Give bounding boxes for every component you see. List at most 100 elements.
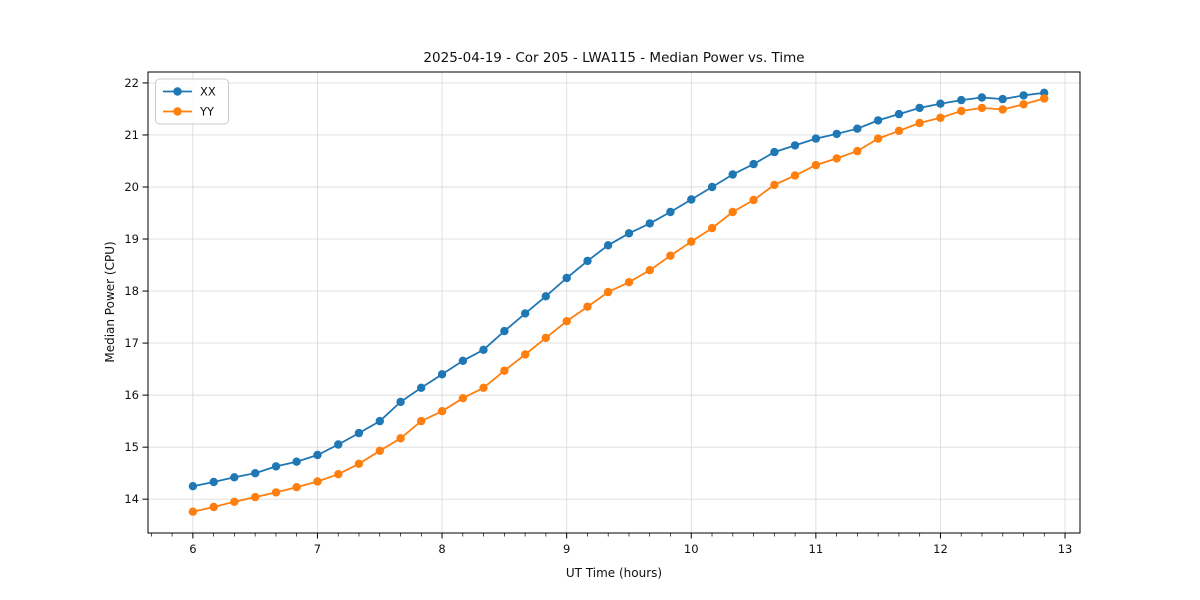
series-yy-marker xyxy=(915,118,924,128)
series-xx-marker xyxy=(728,170,737,179)
data-series xyxy=(188,88,1049,516)
series-yy-marker xyxy=(334,470,343,479)
y-tick-label: 14 xyxy=(124,492,139,506)
x-tick-label: 12 xyxy=(933,542,948,556)
series-yy-marker xyxy=(832,154,841,163)
y-tick-label: 20 xyxy=(124,180,139,194)
series-yy-marker xyxy=(396,434,405,443)
series-xx-marker xyxy=(521,309,530,318)
series-xx-marker xyxy=(541,292,550,301)
series-xx-marker xyxy=(271,462,281,471)
y-axis-label: Median Power (CPU) xyxy=(103,241,117,362)
series-yy-marker xyxy=(479,383,488,392)
series-yy-marker xyxy=(873,134,883,143)
series-yy-marker xyxy=(230,497,239,506)
series-yy-marker xyxy=(541,333,550,343)
series-xx-marker xyxy=(417,383,426,392)
x-tick-label: 7 xyxy=(314,542,321,556)
series-yy-marker xyxy=(687,237,696,246)
series-xx-marker xyxy=(853,124,862,133)
series-xx-marker xyxy=(230,473,239,482)
series-xx-marker xyxy=(873,116,883,125)
y-tick-label: 17 xyxy=(124,336,139,350)
x-tick-label: 6 xyxy=(189,542,196,556)
series-yy-marker xyxy=(998,105,1007,114)
x-tick-label: 13 xyxy=(1058,542,1073,556)
gridlines xyxy=(148,72,1080,533)
series-yy-marker xyxy=(1040,94,1049,103)
series-yy-marker xyxy=(209,502,218,512)
x-tick-label: 8 xyxy=(438,542,445,556)
y-tick-label: 15 xyxy=(124,440,139,454)
series-yy-marker xyxy=(790,171,800,180)
series-xx-marker xyxy=(603,241,613,250)
series-xx-marker xyxy=(749,159,758,169)
series-yy-marker xyxy=(313,477,322,486)
x-tick-label: 9 xyxy=(563,542,570,556)
series-xx-marker xyxy=(687,195,696,204)
series-yy-marker xyxy=(977,103,987,113)
series-xx-marker xyxy=(500,326,509,336)
series-xx-marker xyxy=(936,99,945,108)
series-xx-marker xyxy=(790,141,800,150)
series-xx-marker xyxy=(479,345,488,354)
series-xx-marker xyxy=(375,416,384,426)
series-xx-marker xyxy=(209,477,218,487)
series-yy-marker xyxy=(645,266,654,275)
series-xx-markers xyxy=(188,88,1049,491)
legend-box xyxy=(155,78,229,125)
series-xx-marker xyxy=(188,482,198,491)
series-yy-marker xyxy=(583,302,592,311)
series-xx-marker xyxy=(313,450,322,460)
series-yy-marker xyxy=(957,106,966,116)
series-yy-marker xyxy=(375,446,384,455)
series-xx-marker xyxy=(832,129,841,139)
series-yy-marker xyxy=(292,483,301,492)
series-xx-marker xyxy=(811,134,821,143)
legend-marker-yy xyxy=(173,107,182,116)
series-yy-marker xyxy=(1019,100,1028,109)
series-xx-marker xyxy=(770,147,779,157)
series-xx-marker xyxy=(1019,91,1028,100)
series-yy-marker xyxy=(500,366,509,375)
axis-ticks: 6 7 8 9 10 11 12 13 14 15 16 17 18 19 20 21 22 xyxy=(124,76,1072,556)
series-yy-marker xyxy=(271,488,281,497)
series-xx-marker xyxy=(583,256,592,266)
series-xx-marker xyxy=(977,93,987,102)
series-yy-marker xyxy=(188,507,198,516)
series-xx-marker xyxy=(334,440,343,449)
series-yy-marker xyxy=(666,251,675,260)
y-tick-label: 16 xyxy=(124,388,139,402)
series-xx-marker xyxy=(458,356,468,365)
series-xx-marker xyxy=(562,273,571,283)
series-yy-marker xyxy=(624,278,634,287)
y-tick-label: 18 xyxy=(124,284,139,298)
series-xx-marker xyxy=(894,109,904,119)
series-yy-marker xyxy=(458,394,468,403)
chart-title: 2025-04-19 - Cor 205 - LWA115 - Median P… xyxy=(423,50,804,66)
series-xx-marker xyxy=(437,370,447,379)
series-xx-marker xyxy=(666,207,675,217)
series-yy-marker xyxy=(251,492,260,502)
series-xx-marker xyxy=(292,457,301,466)
series-xx-marker xyxy=(251,469,260,478)
series-xx-marker xyxy=(915,103,924,113)
y-tick-label: 22 xyxy=(124,76,139,90)
series-yy-marker xyxy=(562,317,571,326)
legend-label-yy: YY xyxy=(199,105,215,119)
plot-area-border xyxy=(147,71,1081,534)
y-tick-label: 21 xyxy=(124,128,139,142)
y-tick-label: 19 xyxy=(124,232,139,246)
series-yy-markers xyxy=(188,94,1049,516)
series-yy-marker xyxy=(354,459,364,468)
series-yy-marker xyxy=(417,416,426,426)
series-yy-marker xyxy=(728,207,737,217)
series-xx-marker xyxy=(645,219,654,228)
series-yy-marker xyxy=(894,126,904,135)
series-xx-marker xyxy=(707,182,717,192)
x-tick-label: 11 xyxy=(809,542,824,556)
series-yy-marker xyxy=(936,113,945,123)
series-yy-marker xyxy=(853,146,862,156)
